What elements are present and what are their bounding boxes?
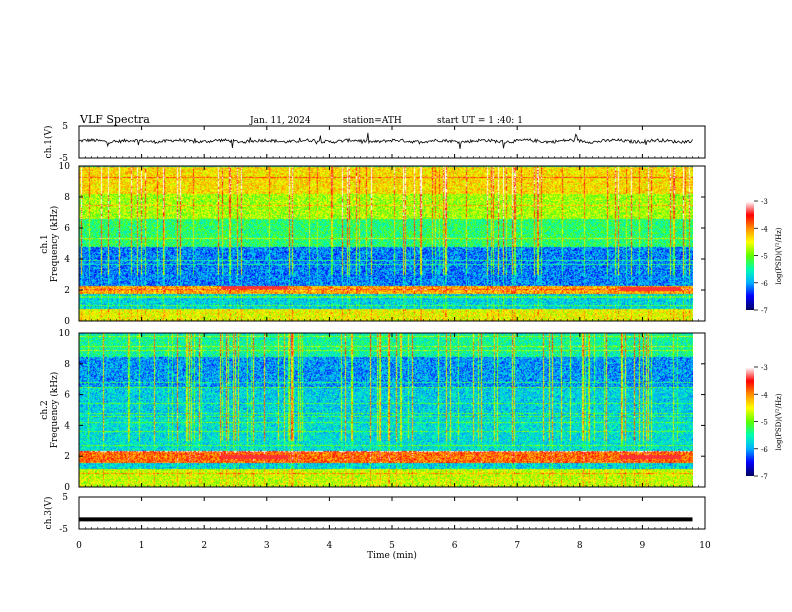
xtick-label: 7 bbox=[514, 541, 520, 551]
ch2-spectrogram-image bbox=[79, 333, 693, 487]
ytick-label: 8 bbox=[64, 360, 70, 370]
ytick-label: 4 bbox=[64, 421, 70, 431]
ch3-voltage-panel: 5 -5 ch.3(V) bbox=[43, 493, 706, 535]
xtick-label: 6 bbox=[452, 541, 458, 551]
ytick-label: 2 bbox=[64, 452, 70, 462]
ch1-colorbar-ticks: -3 -4 -5 -6 -7 bbox=[754, 198, 768, 315]
ch2-colorbar-ticks: -3 -4 -5 -6 -7 bbox=[754, 364, 768, 481]
ytick-label: 0 bbox=[64, 483, 70, 493]
ch2-colorbar bbox=[746, 367, 754, 476]
ch1-voltage-trace bbox=[79, 132, 693, 149]
time-axis-ticks: 0 1 2 3 4 5 6 7 8 9 10 bbox=[76, 126, 711, 551]
ch1-colorbar-label: log(PSD)(V²/Hz) bbox=[775, 227, 783, 284]
ytick-label: 4 bbox=[64, 255, 70, 265]
ytick-label: 10 bbox=[59, 162, 71, 172]
ch1-colorbar bbox=[746, 201, 754, 310]
date-label: Jan. 11, 2024 bbox=[249, 116, 311, 126]
ch2-spectrogram-channel-label: ch.2 bbox=[40, 400, 50, 419]
ch2-colorbar-holder bbox=[746, 367, 754, 476]
start-time-label: start UT = 1 :40: 1 bbox=[437, 116, 523, 126]
xtick-label: 10 bbox=[699, 541, 711, 551]
colorbar-tick-label: -6 bbox=[761, 446, 768, 454]
station-label: station=ATH bbox=[343, 116, 402, 126]
ch1-spectrogram-image bbox=[79, 166, 693, 321]
time-axis-label: Time (min) bbox=[367, 550, 417, 561]
xtick-label: 5 bbox=[389, 541, 395, 551]
xtick-label: 1 bbox=[139, 541, 145, 551]
ch2-spectrogram-ylabel: Frequency (kHz) bbox=[49, 372, 60, 449]
ytick-label: 8 bbox=[64, 193, 70, 203]
ch1-voltage-panel: 5 -5 ch.1(V) bbox=[43, 122, 706, 164]
figure-title: VLF Spectra bbox=[79, 113, 150, 126]
colorbar-tick-label: -4 bbox=[761, 225, 768, 233]
ytick-label: 2 bbox=[64, 286, 70, 296]
colorbar-tick-label: -3 bbox=[761, 198, 768, 206]
ch3-voltage-frame bbox=[78, 496, 706, 530]
colorbar-tick-label: -4 bbox=[761, 391, 768, 399]
colorbar-tick-label: -3 bbox=[761, 364, 768, 372]
ch1-spectrogram-canvas-holder bbox=[79, 166, 693, 321]
colorbar-tick-label: -6 bbox=[761, 280, 768, 288]
ch1-spectrogram-ylabel: Frequency (kHz) bbox=[49, 206, 60, 283]
ch1-ytick-top: 5 bbox=[62, 122, 68, 132]
ytick-label: 10 bbox=[59, 329, 71, 339]
ch2-spectrogram-canvas-holder bbox=[79, 333, 693, 487]
ytick-label: 6 bbox=[64, 391, 70, 401]
ytick-label: 6 bbox=[64, 224, 70, 234]
ch1-spectrogram-yticks: 0 2 4 6 8 10 bbox=[59, 162, 705, 327]
xtick-label: 0 bbox=[76, 541, 82, 551]
colorbar-tick-label: -7 bbox=[761, 307, 768, 315]
ch2-spectrogram-yticks: 0 2 4 6 8 10 bbox=[59, 329, 705, 493]
xtick-label: 8 bbox=[577, 541, 583, 551]
ch3-ytick-bottom: -5 bbox=[59, 525, 68, 535]
ch1-voltage-ylabel: ch.1(V) bbox=[43, 126, 54, 159]
xtick-label: 9 bbox=[640, 541, 646, 551]
ch1-colorbar-holder bbox=[746, 201, 754, 310]
colorbar-tick-label: -5 bbox=[761, 419, 768, 427]
ch3-ytick-top: 5 bbox=[62, 493, 68, 503]
ch1-ytick-bottom: -5 bbox=[59, 154, 68, 164]
xtick-label: 3 bbox=[264, 541, 270, 551]
xtick-label: 4 bbox=[327, 541, 333, 551]
colorbar-tick-label: -7 bbox=[761, 473, 768, 481]
ch2-colorbar-label: log(PSD)(V²/Hz) bbox=[775, 393, 783, 450]
ch3-voltage-ylabel: ch.3(V) bbox=[43, 497, 54, 530]
ch1-spectrogram-channel-label: ch.1 bbox=[40, 234, 50, 253]
xtick-label: 2 bbox=[201, 541, 207, 551]
colorbar-tick-label: -5 bbox=[761, 253, 768, 261]
ytick-label: 0 bbox=[64, 317, 70, 327]
